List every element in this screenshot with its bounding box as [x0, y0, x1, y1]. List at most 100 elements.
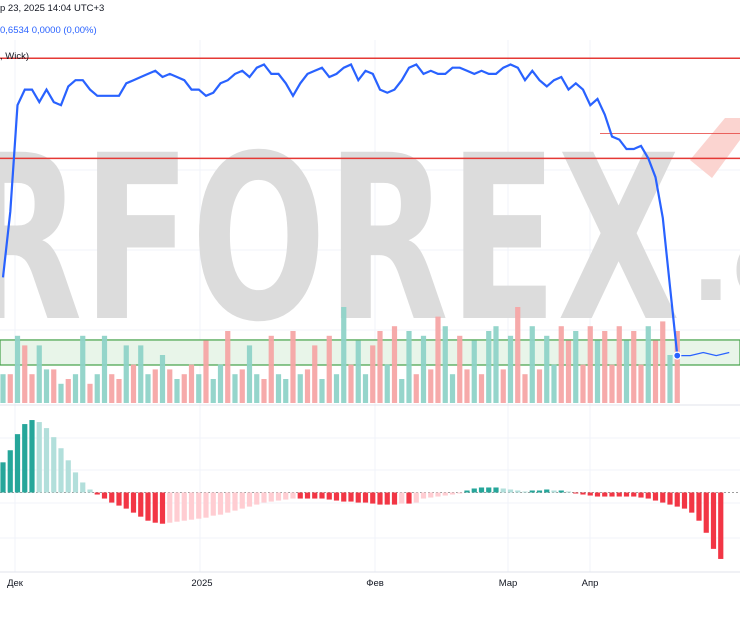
grid	[0, 40, 740, 572]
oscillator-bar	[428, 492, 434, 498]
oscillator-bar	[703, 492, 709, 533]
watermark-suffix: .c	[690, 198, 740, 326]
x-tick-label: 2025	[191, 578, 212, 589]
volume-bar	[0, 374, 6, 403]
volume-bar	[529, 326, 535, 403]
oscillator-bar	[43, 428, 50, 493]
oscillator-bar	[7, 450, 13, 493]
oscillator-bar	[580, 492, 586, 495]
oscillator-bar	[268, 492, 274, 502]
volume-bar	[22, 345, 28, 403]
oscillator-bar	[449, 492, 456, 495]
oscillator-bar	[14, 434, 21, 493]
volume-bar	[80, 335, 86, 403]
oscillator-bar	[602, 492, 608, 497]
volume-bar	[551, 364, 557, 403]
volume-bar	[87, 383, 93, 403]
time-axis: Дек 2025 Фев Мар Апр	[7, 578, 598, 589]
oscillator-bar	[297, 492, 303, 499]
oscillator-bar	[130, 492, 137, 513]
x-tick-label: Мар	[499, 578, 518, 589]
oscillator-bar	[116, 492, 122, 506]
oscillator-bar	[145, 492, 151, 521]
volume-bar	[203, 340, 209, 403]
oscillator-bar	[623, 492, 630, 497]
oscillator-bar	[631, 492, 637, 497]
volume-bar	[65, 379, 71, 403]
oscillator-bar	[341, 492, 347, 502]
x-tick-label: Апр	[582, 578, 599, 589]
watermark: RFOREX .c	[0, 106, 740, 372]
oscillator-bar	[377, 492, 383, 505]
oscillator-bar	[609, 492, 615, 497]
oscillator-bar	[478, 487, 485, 493]
volume-bar	[116, 379, 122, 403]
volume-bar	[196, 374, 202, 403]
oscillator-bar	[188, 492, 195, 520]
oscillator-bar	[152, 492, 158, 523]
volume-bar	[152, 369, 158, 403]
volume-bar	[254, 374, 260, 403]
oscillator-histogram	[0, 420, 724, 559]
volume-bar	[507, 335, 514, 403]
oscillator-bar	[232, 492, 238, 511]
oscillator-bar	[674, 492, 680, 507]
volume-bar	[406, 331, 412, 403]
volume-bar	[123, 345, 129, 403]
volume-bar	[442, 326, 448, 403]
volume-bar	[14, 335, 21, 403]
volume-bar	[399, 379, 405, 403]
oscillator-bar	[652, 492, 659, 501]
volume-bar	[174, 379, 180, 403]
volume-bar	[370, 345, 376, 403]
oscillator-bar	[551, 490, 557, 493]
oscillator-bar	[304, 492, 311, 499]
oscillator-bar	[123, 492, 129, 509]
volume-bar	[167, 369, 173, 403]
volume-bar	[536, 369, 543, 403]
oscillator-bar	[65, 460, 71, 493]
oscillator-bar	[638, 492, 644, 498]
price-line-projection	[677, 351, 730, 357]
oscillator-bar	[544, 489, 550, 493]
volume-bar	[674, 331, 680, 403]
volume-bar	[435, 316, 441, 403]
volume-bar	[94, 374, 100, 403]
oscillator-bar	[493, 487, 499, 493]
volume-bar	[333, 374, 340, 403]
watermark-text: RFOREX	[0, 106, 680, 372]
oscillator-bar	[718, 492, 724, 559]
volume-bar	[500, 369, 506, 403]
oscillator-bar	[536, 490, 543, 493]
volume-bar	[312, 345, 318, 403]
oscillator-bar	[138, 492, 144, 517]
oscillator-bar	[348, 492, 354, 502]
volume-bar	[587, 326, 593, 403]
oscillator-bar	[667, 492, 673, 505]
volume-bar	[72, 374, 79, 403]
volume-bar	[457, 335, 463, 403]
header-wick-label: , Wick)	[0, 51, 30, 62]
oscillator-bar	[217, 492, 224, 515]
oscillator-bar	[370, 492, 376, 504]
volume-bar	[348, 364, 354, 403]
oscillator-bar	[384, 492, 390, 505]
volume-bar	[58, 383, 64, 403]
volume-bar	[36, 345, 42, 403]
oscillator-bar	[391, 492, 398, 505]
volume-bars	[0, 307, 680, 403]
volume-bar	[623, 340, 630, 403]
volume-bar	[29, 374, 35, 403]
volume-bar	[486, 331, 492, 403]
volume-bar	[652, 340, 659, 403]
volume-bar	[268, 335, 274, 403]
volume-bar	[449, 374, 456, 403]
volume-bar	[515, 307, 521, 403]
volume-bar	[645, 326, 651, 403]
volume-bar	[391, 326, 398, 403]
oscillator-bar	[58, 448, 64, 493]
price-line	[1, 63, 679, 356]
last-price-marker[interactable]	[673, 351, 682, 360]
volume-bar	[239, 369, 245, 403]
